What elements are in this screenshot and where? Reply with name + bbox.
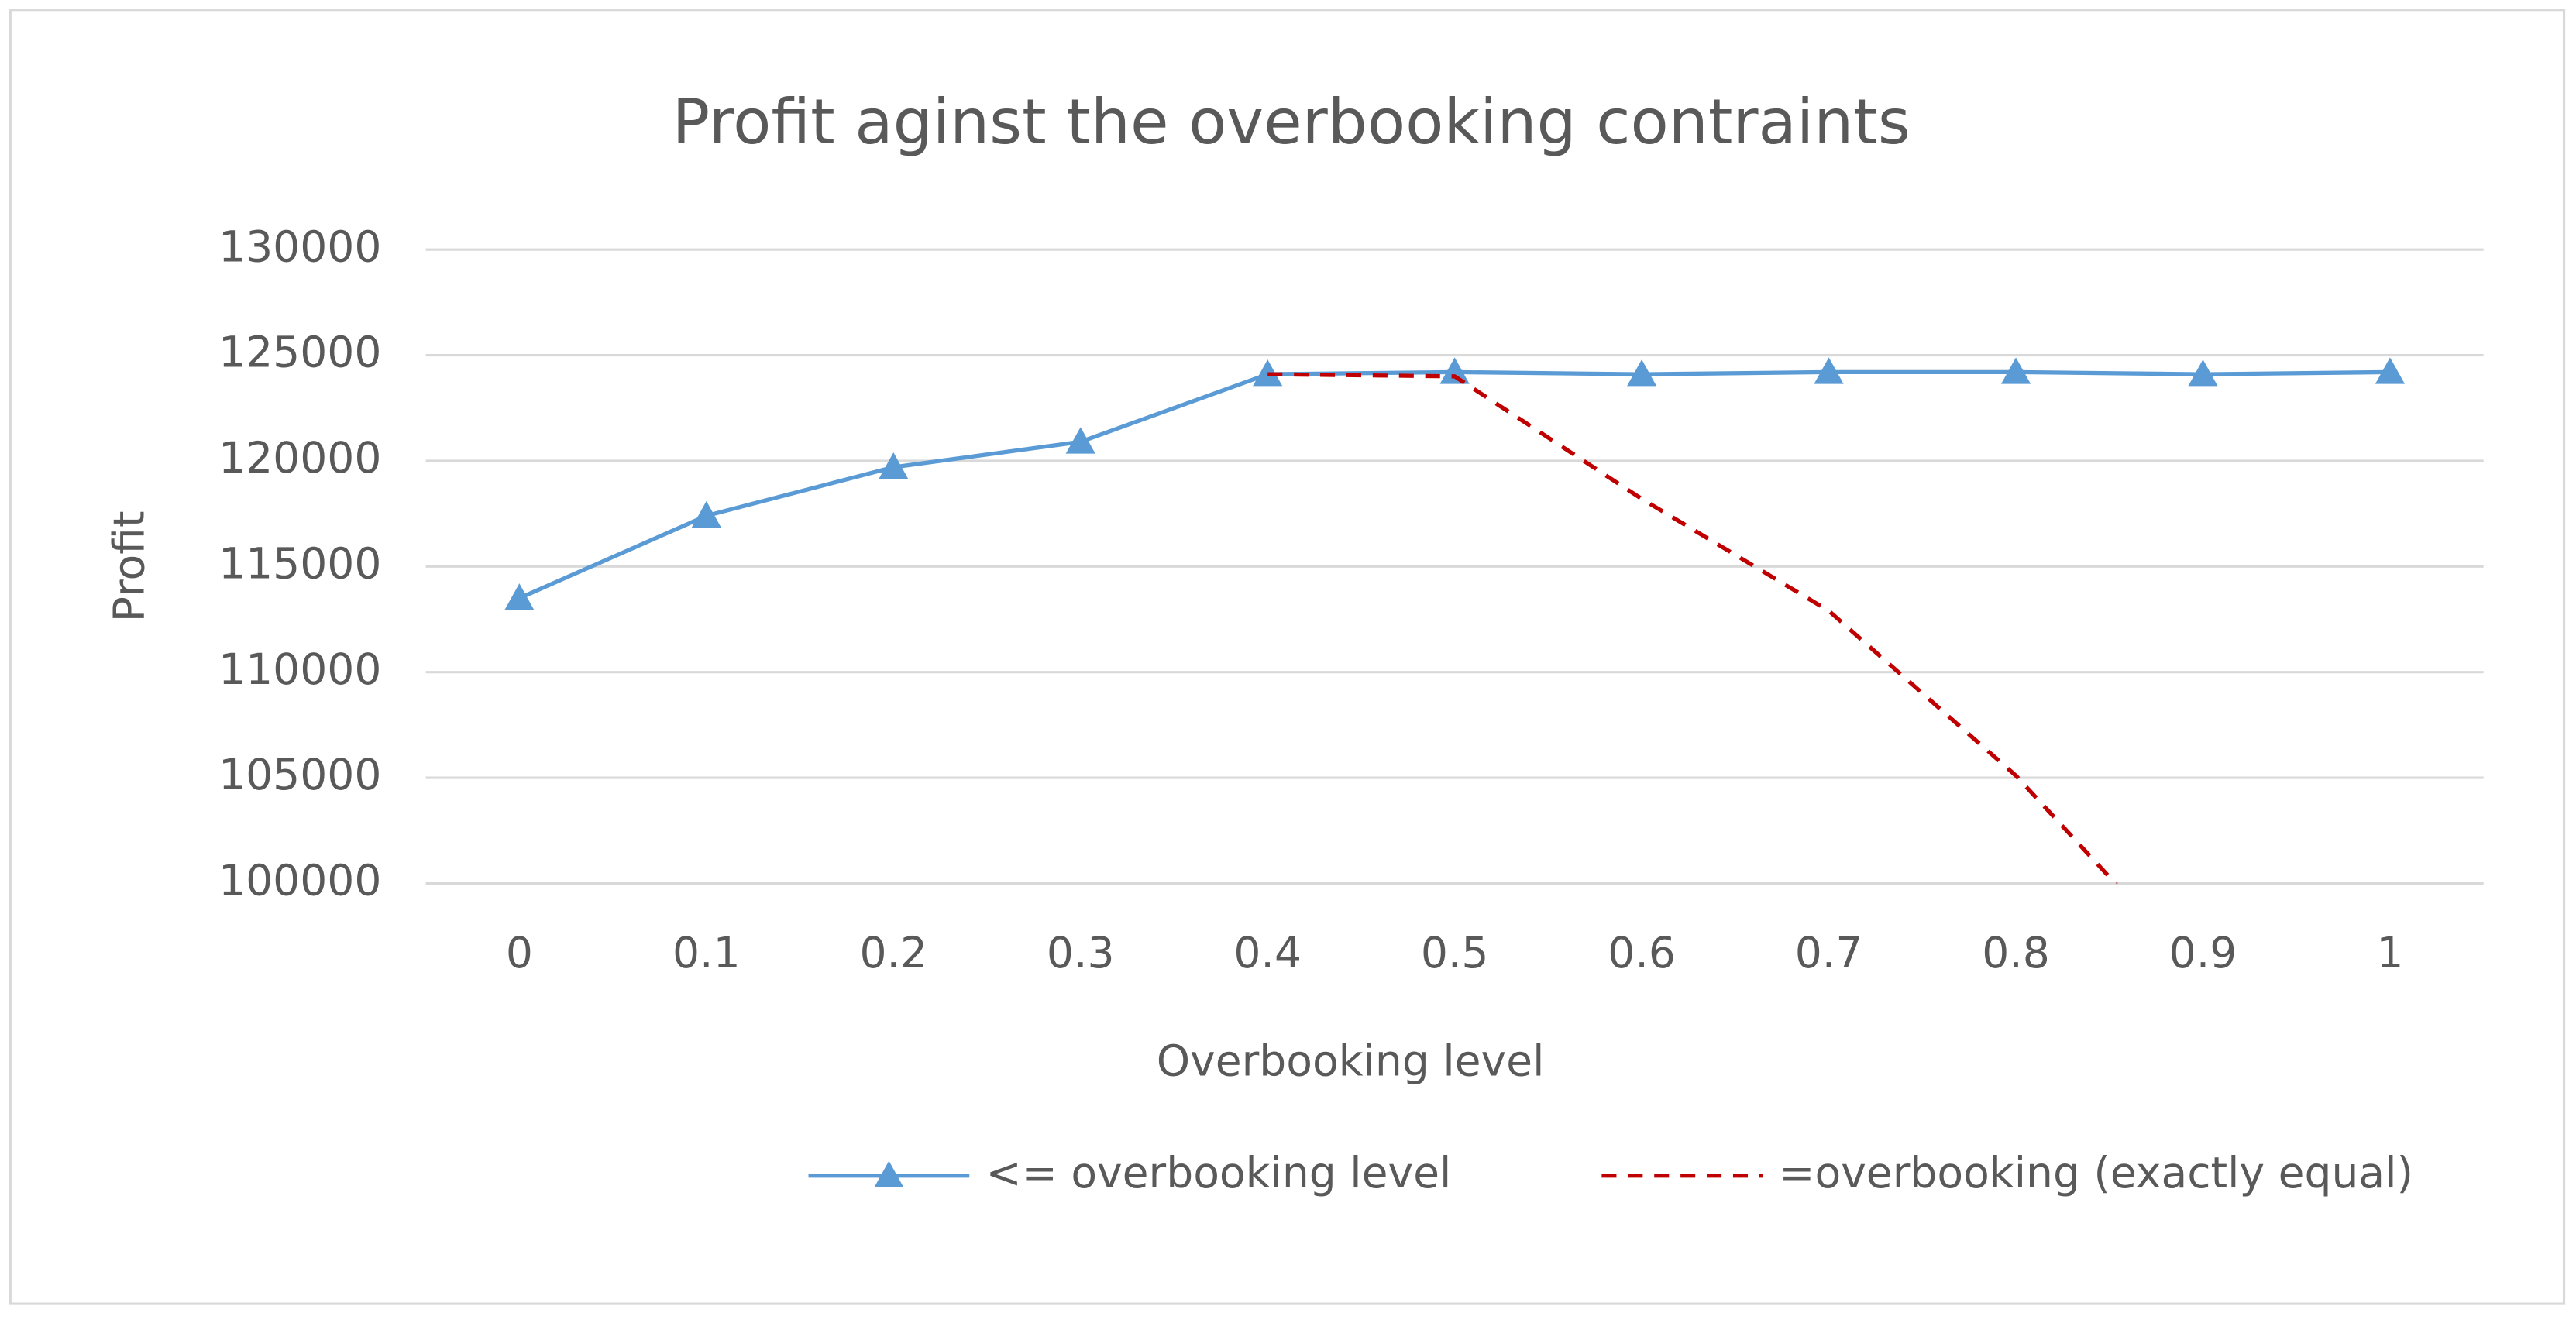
y-tick-label: 115000 <box>218 538 381 588</box>
point-marker <box>879 452 909 479</box>
point-marker <box>1439 357 1470 384</box>
point-marker <box>1627 359 1657 387</box>
y-tick-label: 110000 <box>218 644 381 694</box>
point-marker <box>504 583 535 610</box>
plot-area <box>504 357 2406 884</box>
chart-title: Profit aginst the overbooking contraints <box>672 85 1911 158</box>
x-tick-label: 0 <box>506 928 533 978</box>
x-tick-label: 1 <box>2376 928 2403 978</box>
point-marker <box>2375 357 2406 384</box>
x-tick-label: 0.7 <box>1795 928 1863 978</box>
point-marker <box>1814 357 1844 384</box>
point-marker <box>1253 359 1283 387</box>
point-marker <box>2188 359 2218 387</box>
y-tick-label: 130000 <box>218 222 381 271</box>
x-axis-label: Overbooking level <box>1157 1036 1545 1086</box>
y-tick-label: 120000 <box>218 433 381 483</box>
x-tick-label: 0.9 <box>2169 928 2237 978</box>
point-marker <box>691 500 721 528</box>
x-tick-label: 0.6 <box>1608 928 1676 978</box>
x-tick-label: 0.5 <box>1421 928 1489 978</box>
point-marker <box>1065 427 1095 454</box>
x-tick-label: 0.3 <box>1047 928 1115 978</box>
y-tick-label: 125000 <box>218 328 381 377</box>
x-tick-label: 0.2 <box>859 928 927 978</box>
x-tick-label: 0.8 <box>1982 928 2050 978</box>
legend-marker <box>874 1160 904 1188</box>
y-tick-label: 100000 <box>218 856 381 906</box>
x-tick-label: 0.1 <box>672 928 741 978</box>
chart-frame <box>9 9 2566 1305</box>
series-line <box>1267 372 2118 884</box>
y-axis-label: Profit <box>104 510 153 622</box>
point-marker <box>2000 357 2031 384</box>
legend-label: =overbooking (exactly equal) <box>1779 1148 2413 1198</box>
legend-label: <= overbooking level <box>985 1148 1451 1198</box>
x-tick-label: 0.4 <box>1233 928 1302 978</box>
y-tick-label: 105000 <box>218 750 381 799</box>
